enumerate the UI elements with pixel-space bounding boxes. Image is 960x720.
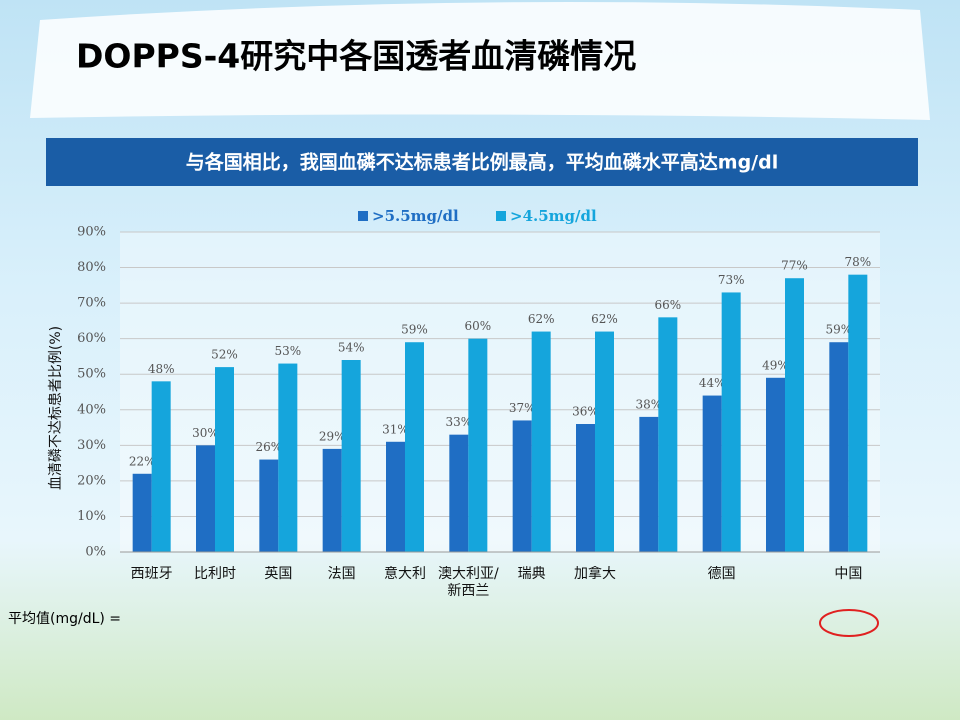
x-tick-label-box: 意大利 <box>384 566 426 582</box>
bar <box>595 331 614 552</box>
bar <box>639 416 659 552</box>
value-label: 48% <box>148 362 175 376</box>
x-tick-label-box: 瑞典 <box>517 566 546 582</box>
bar <box>848 274 868 552</box>
legend-label: >5.5mg/dl <box>372 207 459 225</box>
y-tick-label: 60% <box>77 331 106 346</box>
y-tick-label: 90% <box>77 225 106 240</box>
bar <box>341 360 361 552</box>
x-tick-label: 意大利 <box>384 566 426 582</box>
x-tick-label: 比利时 <box>194 566 236 582</box>
bar <box>278 363 298 552</box>
value-label: 30% <box>192 426 219 440</box>
x-tick-label-box: 澳大利亚/新西兰 <box>437 566 499 599</box>
value-label: 26% <box>255 440 282 454</box>
bar <box>215 367 234 552</box>
bar <box>449 434 469 552</box>
value-label: 62% <box>528 312 555 326</box>
x-tick-label: 澳大利亚/新西兰 <box>437 566 499 599</box>
bar <box>658 317 678 552</box>
x-tick-label-box: 中国 <box>834 566 863 582</box>
banner-text: 与各国相比，我国血磷不达标患者比例最高，平均血磷水平高达mg/dl <box>186 151 778 174</box>
value-label: 54% <box>338 341 365 355</box>
bar <box>322 448 342 552</box>
bar <box>576 424 595 552</box>
value-label: 78% <box>844 255 871 269</box>
value-label: 37% <box>509 401 536 415</box>
x-tick-label-box: 德国 <box>707 566 736 582</box>
bar <box>405 342 424 552</box>
value-label: 33% <box>445 415 472 429</box>
bar <box>259 459 279 552</box>
value-label: 31% <box>382 422 409 436</box>
value-label: 59% <box>401 323 428 337</box>
y-tick-label: 40% <box>77 402 106 417</box>
y-tick-label: 80% <box>77 260 106 275</box>
y-axis-title: 血清磷不达标患者比例(%) <box>48 326 64 490</box>
value-label: 38% <box>635 397 662 411</box>
x-tick-label: 德国 <box>707 566 736 582</box>
bar <box>829 342 849 552</box>
value-label: 53% <box>274 344 301 358</box>
y-tick-label: 0% <box>85 545 106 560</box>
value-label: 77% <box>781 259 808 273</box>
x-tick-label-box: 比利时 <box>194 566 236 582</box>
x-tick-label: 中国 <box>834 566 863 582</box>
x-tick-label-box: 法国 <box>327 566 356 582</box>
value-label: 49% <box>762 358 789 372</box>
banner <box>46 138 918 186</box>
footer-text: 平均值(mg/dL) = <box>8 611 121 627</box>
bar <box>151 381 171 552</box>
bar <box>386 441 405 552</box>
value-label: 52% <box>211 348 238 362</box>
bar <box>721 292 741 552</box>
y-tick-label: 10% <box>77 509 106 524</box>
y-tick-label: 30% <box>77 438 106 453</box>
plot-area <box>120 232 880 552</box>
value-label: 44% <box>699 376 726 390</box>
title-cloud <box>30 2 930 120</box>
x-tick-label: 加拿大 <box>574 566 616 582</box>
y-tick-label: 50% <box>77 367 106 382</box>
value-label: 66% <box>654 298 681 312</box>
bar <box>512 420 532 552</box>
slide-title: DOPPS-4研究中各国透者血清磷情况 <box>76 37 636 76</box>
x-tick-label: 英国 <box>264 566 293 582</box>
legend-swatch <box>358 211 368 221</box>
bar <box>785 278 804 552</box>
x-tick-label: 法国 <box>327 566 356 582</box>
bar <box>531 331 551 552</box>
bar <box>766 377 785 552</box>
value-label: 29% <box>319 429 346 443</box>
value-label: 59% <box>825 323 852 337</box>
y-tick-label: 20% <box>77 473 106 488</box>
value-label: 73% <box>718 273 745 287</box>
x-tick-label-box: 西班牙 <box>130 566 173 582</box>
x-tick-label-box: 加拿大 <box>574 566 616 582</box>
legend-swatch <box>496 211 506 221</box>
highlight-circle <box>819 609 879 637</box>
value-label: 22% <box>129 454 156 468</box>
value-label: 62% <box>591 312 618 326</box>
y-tick-label: 70% <box>77 296 106 311</box>
bar <box>132 473 152 552</box>
bar <box>468 338 488 552</box>
value-label: 36% <box>572 405 599 419</box>
x-tick-label: 西班牙 <box>130 566 173 582</box>
x-tick-label-box: 英国 <box>264 566 293 582</box>
bar <box>196 445 215 552</box>
legend-label: >4.5mg/dl <box>510 207 597 225</box>
value-label: 60% <box>464 319 491 333</box>
bar <box>702 395 722 552</box>
x-tick-label: 瑞典 <box>517 566 546 582</box>
